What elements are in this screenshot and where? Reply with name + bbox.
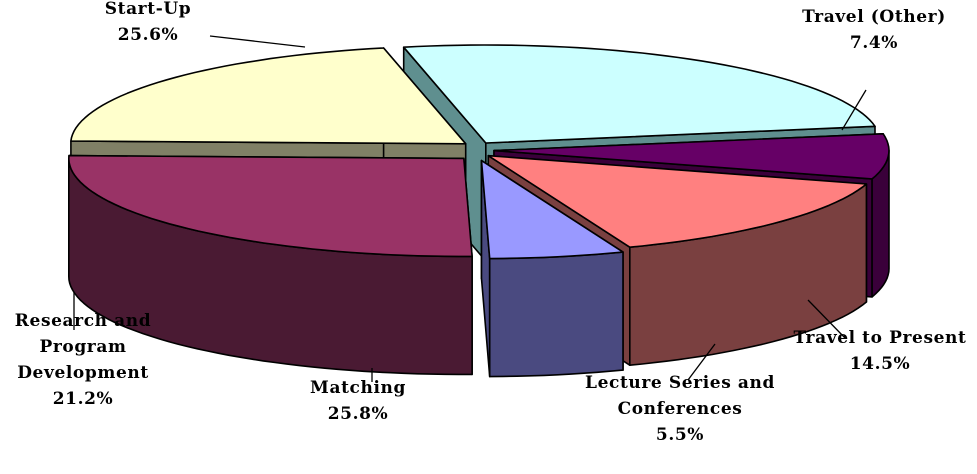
pie-tops [68,44,890,260]
slice-label: Research and Program Development 21.2% [15,311,151,409]
leader-line [687,343,716,381]
slice-label: Travel (Other) 7.4% [802,7,946,53]
slice-name-label: Research and [15,311,151,331]
pie-slice [70,47,467,145]
slice-label: Lecture Series and Conferences 5.5% [585,373,775,445]
slice-wall [488,251,624,378]
slice-label: Travel to Present 14.5% [794,328,967,374]
slice-name-label: Development [17,363,149,383]
leader-lines [73,35,867,382]
leader-line [807,299,846,339]
slice-labels: Start-Up 25.6% Travel (Other) 7.4% Travel to… [15,0,967,445]
pie-slice [487,154,868,248]
slice-label: Matching 25.8% [310,378,406,424]
slice-value-label: 25.8% [328,404,389,424]
slice-name-label: Start-Up [105,0,192,19]
slice-name-label: Travel to Present [794,328,967,348]
pie-slice [480,159,624,260]
slice-label: Start-Up 25.6% [105,0,192,45]
slice-name-label: Matching [310,378,406,398]
leader-line [209,35,306,48]
pie-slice [402,44,876,144]
slice-value-label: 25.6% [118,25,179,45]
pie-slice [68,154,473,258]
pie-slice [493,133,890,180]
slice-name-label: Conferences [618,399,743,419]
leader-line [841,89,867,131]
slice-value-label: 14.5% [850,354,911,374]
slice-name-label: Travel (Other) [802,7,946,27]
slice-name-label: Program [39,337,126,357]
slice-value-label: 21.2% [53,389,114,409]
slice-name-label: Lecture Series and [585,373,775,393]
slice-value-label: 7.4% [850,33,898,53]
slice-value-label: 5.5% [656,425,704,445]
